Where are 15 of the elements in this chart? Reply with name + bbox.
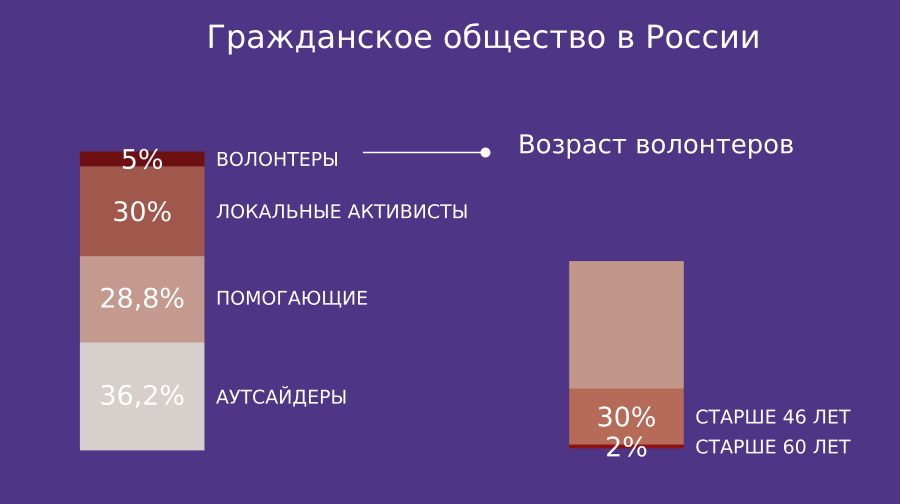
series-label: ВОЛОНТЕРЫ — [218, 152, 337, 166]
chart-title: Возраст волонтеров — [520, 134, 793, 159]
series-label: ЛОКАЛЬНЫЕ АКТИВИСТЫ — [216, 204, 467, 218]
data-label: 30% — [114, 200, 171, 222]
series-label: АУТСАЙДЕРЫ — [216, 386, 346, 406]
data-label: 5% — [122, 148, 162, 169]
series-label: СТАРШЕ 60 ЛЕТ — [696, 439, 851, 454]
series-label: ПОМОГАЮЩИЕ — [218, 290, 367, 308]
data-label: 2% — [607, 436, 646, 457]
text: Гражданское общество в России — [210, 23, 758, 54]
data-label: 28,8% — [101, 287, 184, 311]
bar — [80, 342, 204, 450]
data-label: 30% — [598, 406, 655, 427]
series-label: СТАРШЕ 46 ЛЕТ — [696, 409, 851, 424]
bar — [80, 256, 204, 342]
